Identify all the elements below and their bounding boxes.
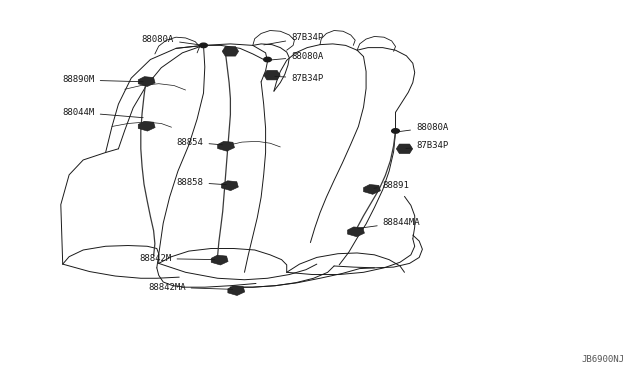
Text: 88080A: 88080A bbox=[270, 52, 323, 61]
Polygon shape bbox=[221, 181, 238, 190]
Polygon shape bbox=[138, 77, 155, 86]
Circle shape bbox=[200, 43, 207, 48]
Text: 88854: 88854 bbox=[177, 138, 223, 147]
Polygon shape bbox=[364, 185, 380, 194]
Text: 88842MA: 88842MA bbox=[148, 283, 233, 292]
Text: 88044M: 88044M bbox=[63, 108, 143, 118]
Polygon shape bbox=[228, 286, 244, 295]
Text: 87B34P: 87B34P bbox=[406, 141, 448, 150]
Text: 88080A: 88080A bbox=[398, 123, 448, 132]
Polygon shape bbox=[222, 46, 239, 56]
Polygon shape bbox=[138, 121, 155, 131]
Text: 88890M: 88890M bbox=[63, 76, 143, 84]
Text: 88891: 88891 bbox=[374, 181, 410, 190]
Polygon shape bbox=[264, 70, 280, 80]
Text: 87B34P: 87B34P bbox=[264, 33, 323, 45]
Text: 88080A: 88080A bbox=[142, 35, 201, 45]
Circle shape bbox=[264, 57, 271, 62]
Polygon shape bbox=[348, 227, 364, 237]
Polygon shape bbox=[211, 255, 228, 265]
Text: 88844MA: 88844MA bbox=[358, 218, 420, 228]
Text: 88842M: 88842M bbox=[140, 254, 215, 263]
Circle shape bbox=[392, 129, 399, 133]
Text: 87B34P: 87B34P bbox=[275, 74, 323, 83]
Polygon shape bbox=[396, 144, 413, 154]
Polygon shape bbox=[218, 141, 234, 151]
Text: JB6900NJ: JB6900NJ bbox=[581, 355, 624, 364]
Text: 88858: 88858 bbox=[177, 178, 227, 187]
